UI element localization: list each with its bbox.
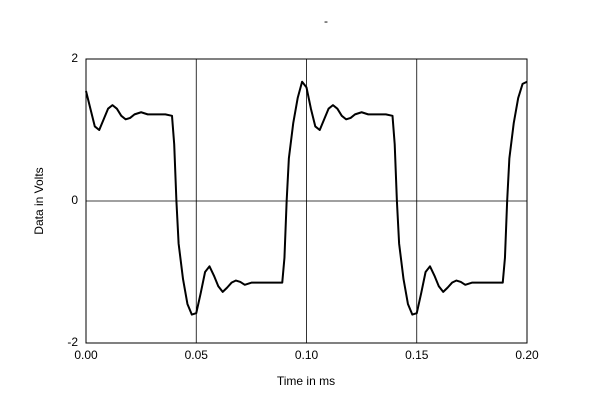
x-tick-label: 0.05: [185, 348, 209, 362]
y-tick-label: 0: [71, 193, 78, 207]
data-line: [85, 80, 528, 316]
x-axis-label: Time in ms: [277, 374, 335, 388]
x-tick-label: 0.15: [405, 348, 429, 362]
y-tick-label: 2: [71, 51, 78, 65]
chart-title: -: [324, 14, 328, 28]
x-tick-label: 0.20: [515, 348, 539, 362]
y-tick-label: -2: [67, 335, 78, 349]
x-tick-label: 0.10: [295, 348, 319, 362]
y-axis-label: Data in Volts: [32, 167, 46, 234]
x-tick-label: 0.00: [74, 348, 98, 362]
